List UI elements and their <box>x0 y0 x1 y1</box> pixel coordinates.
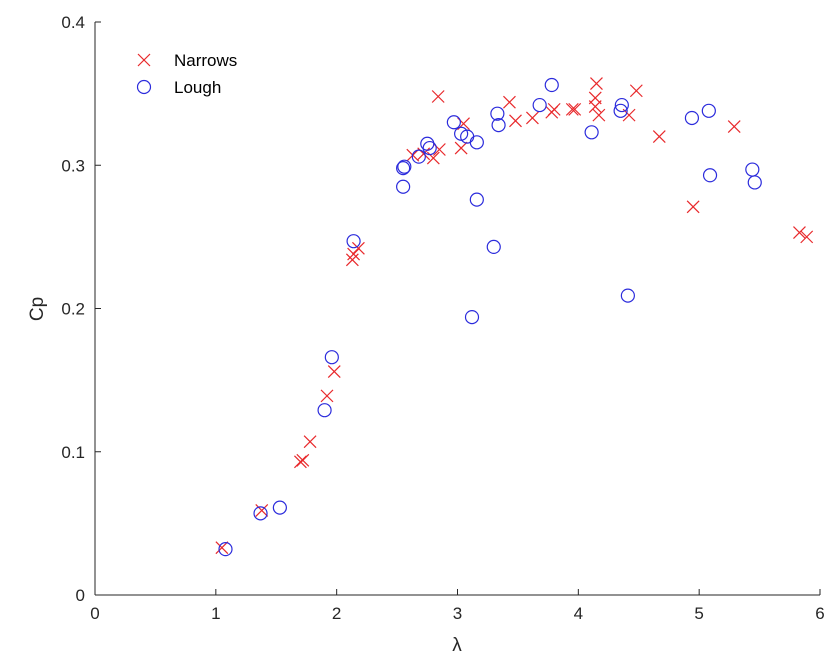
legend-label-lough: Lough <box>174 78 221 97</box>
lough-point <box>469 192 484 207</box>
narrows-point <box>454 141 468 155</box>
lough-point <box>614 97 629 113</box>
narrows-point <box>800 230 814 244</box>
x-tick-label: 2 <box>332 604 341 623</box>
lough-point <box>422 140 437 156</box>
lough-point <box>584 125 599 140</box>
y-tick-label: 0.1 <box>61 443 85 462</box>
lough-point <box>486 239 501 255</box>
y-tick-label: 0 <box>76 586 85 605</box>
narrows-point <box>215 541 229 555</box>
legend-circle-icon <box>136 79 152 95</box>
lough-point <box>397 159 412 174</box>
lough-point <box>272 500 287 515</box>
lough-point <box>491 118 506 133</box>
ticks: 0 1 2 3 4 5 6 0 0.1 0.2 0.3 0.4 <box>61 13 824 623</box>
x-tick-label: 1 <box>211 604 220 623</box>
lough-point <box>702 168 718 183</box>
lough-point <box>346 234 361 249</box>
lough-point <box>253 506 268 521</box>
narrows-point <box>592 108 606 122</box>
narrows-point <box>793 226 806 240</box>
axes <box>94 22 820 596</box>
lough-point <box>532 97 547 113</box>
lough-point <box>396 161 411 176</box>
lough-point <box>317 403 332 418</box>
narrows-point <box>351 241 365 255</box>
lough-point <box>411 149 426 164</box>
y-tick-label: 0.4 <box>61 13 85 32</box>
x-tick-label: 4 <box>574 604 583 623</box>
narrows-point <box>652 130 666 144</box>
legend-x-icon <box>137 53 151 67</box>
lough-point <box>469 135 484 150</box>
narrows-point <box>503 95 516 109</box>
narrows-point <box>431 90 445 103</box>
narrows-point <box>509 114 522 128</box>
x-tick-label: 6 <box>815 604 824 623</box>
legend: Narrows Lough <box>136 51 237 97</box>
narrows-point <box>568 102 582 116</box>
narrows-point <box>303 435 317 449</box>
narrows-point <box>255 504 269 517</box>
narrows-point <box>293 455 307 469</box>
lough-point <box>464 309 480 325</box>
lough-point <box>218 542 233 557</box>
legend-marker-lough <box>136 79 152 95</box>
narrows-point <box>525 111 539 125</box>
narrows-point <box>545 105 559 119</box>
data-points <box>215 77 814 557</box>
narrows-point <box>320 389 334 403</box>
legend-marker-narrows <box>137 53 151 67</box>
narrows-point <box>629 84 643 98</box>
x-tick-label: 0 <box>90 604 99 623</box>
lough-point <box>620 288 635 303</box>
lough-point <box>613 103 628 118</box>
x-axis-label: λ <box>452 635 462 656</box>
narrows-point <box>727 120 741 133</box>
lough-point <box>396 179 411 194</box>
x-tick-label: 3 <box>453 604 462 623</box>
y-axis-label: Cp <box>27 297 48 321</box>
narrows-point <box>590 77 603 91</box>
narrows-point <box>327 365 341 378</box>
narrows-point <box>565 102 579 116</box>
lough-point <box>747 175 762 190</box>
lough-point <box>684 110 700 126</box>
narrows-point <box>686 200 700 214</box>
x-tick-label: 5 <box>694 604 703 623</box>
narrows-point <box>588 100 602 113</box>
lough-point <box>544 77 559 93</box>
narrows-point <box>347 247 361 261</box>
legend-label-narrows: Narrows <box>174 51 237 70</box>
lough-point <box>701 103 716 118</box>
y-tick-label: 0.2 <box>61 300 85 319</box>
lough-point <box>446 115 461 130</box>
lough-point <box>490 106 505 121</box>
y-tick-label: 0.3 <box>61 156 85 175</box>
narrows-point <box>296 453 310 467</box>
lough-point <box>745 162 760 177</box>
narrows-point <box>345 253 359 267</box>
lough-point <box>324 350 339 365</box>
